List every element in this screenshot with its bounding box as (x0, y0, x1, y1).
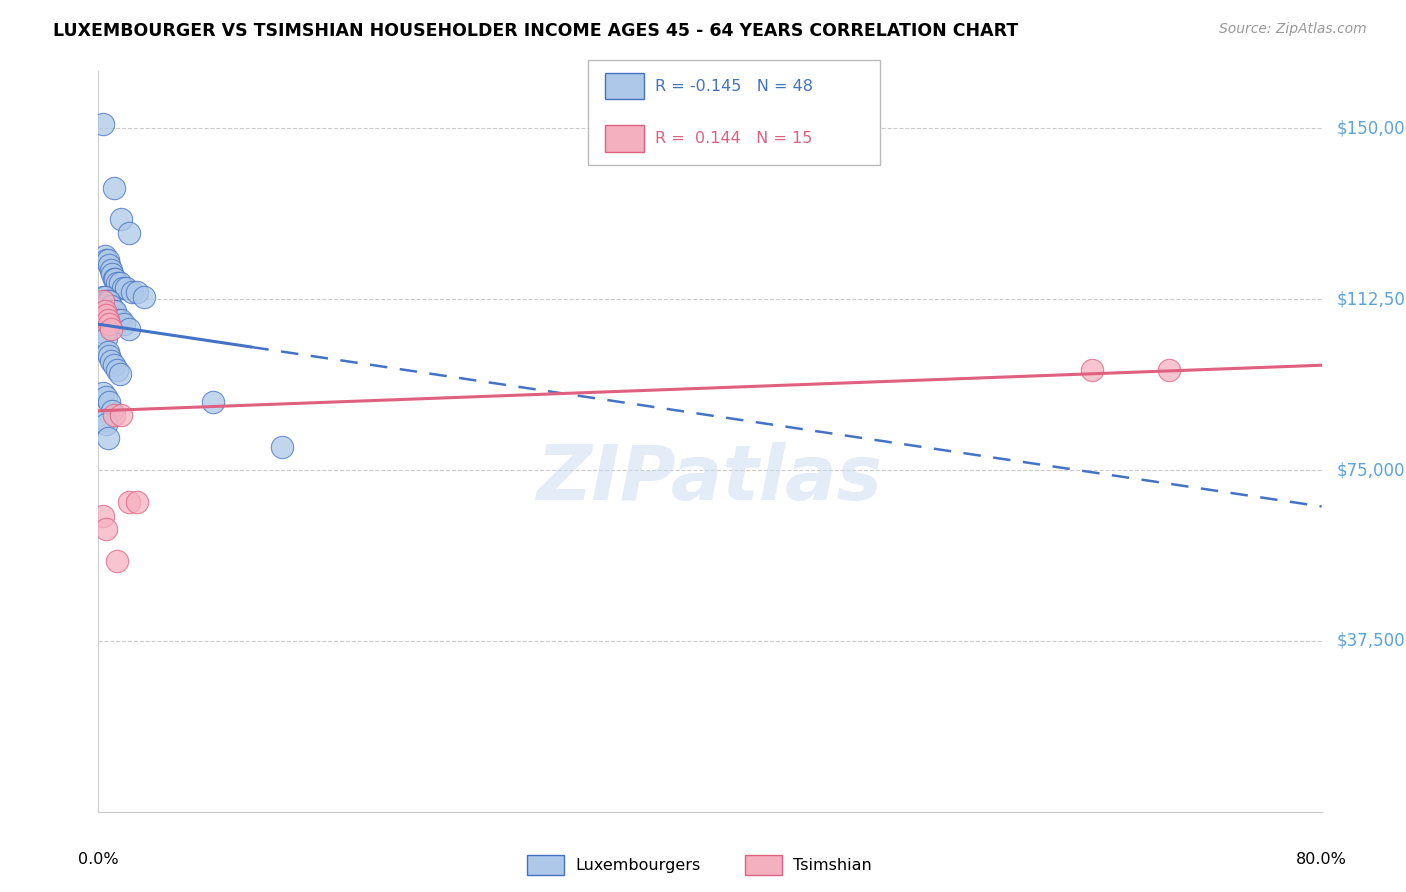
Point (1081, 363, 1104, 377)
Point (94, 417, 117, 432)
Point (100, 262, 122, 277)
Text: 80.0%: 80.0% (1296, 853, 1347, 867)
Point (118, 495, 141, 509)
Text: Tsimshian: Tsimshian (793, 858, 872, 872)
Point (93, 290, 115, 304)
Point (105, 554, 128, 568)
Point (125, 285, 148, 300)
Point (101, 404, 124, 418)
Text: 0.0%: 0.0% (79, 853, 118, 867)
Point (103, 180, 125, 194)
Point (98, 394, 121, 409)
Point (108, 277, 131, 291)
Point (98, 258, 121, 272)
Point (118, 226, 141, 240)
Point (93, 326, 115, 341)
Point (100, 353, 122, 368)
Point (202, 394, 225, 409)
Point (111, 281, 134, 295)
Point (93, 413, 115, 427)
Point (91, 385, 114, 400)
Point (91, 117, 114, 131)
Point (134, 290, 156, 304)
Point (93, 303, 115, 318)
Point (97, 344, 120, 359)
Point (93, 249, 115, 263)
Point (107, 312, 129, 326)
Point (115, 281, 138, 295)
Point (112, 317, 135, 331)
Point (110, 312, 132, 326)
Point (104, 271, 127, 285)
Point (94, 331, 117, 345)
Point (100, 299, 122, 313)
Text: $150,000: $150,000 (1336, 120, 1406, 137)
Point (1157, 363, 1180, 377)
Point (91, 508, 114, 523)
Point (94, 522, 117, 536)
Point (94, 308, 117, 322)
Point (97, 294, 120, 309)
Point (103, 358, 125, 372)
Point (108, 368, 131, 382)
Point (101, 303, 124, 318)
Text: $112,500: $112,500 (1336, 290, 1406, 308)
Text: $75,000: $75,000 (1336, 461, 1405, 479)
Point (98, 317, 121, 331)
Text: ZIPatlas: ZIPatlas (537, 442, 883, 516)
Point (103, 303, 125, 318)
Text: Luxembourgers: Luxembourgers (575, 858, 700, 872)
Point (105, 363, 128, 377)
Text: R =  0.144   N = 15: R = 0.144 N = 15 (655, 131, 813, 146)
Point (103, 409, 125, 423)
Point (103, 271, 125, 285)
Point (98, 349, 121, 363)
Text: $37,500: $37,500 (1336, 632, 1405, 650)
Text: LUXEMBOURGER VS TSIMSHIAN HOUSEHOLDER INCOME AGES 45 - 64 YEARS CORRELATION CHAR: LUXEMBOURGER VS TSIMSHIAN HOUSEHOLDER IN… (53, 22, 1019, 40)
Point (91, 294, 114, 309)
Point (94, 253, 117, 268)
Point (98, 294, 121, 309)
Point (97, 312, 120, 326)
Point (118, 322, 141, 336)
Point (97, 253, 120, 268)
Point (125, 495, 148, 509)
Point (97, 431, 120, 445)
Point (104, 303, 127, 318)
Point (100, 322, 122, 336)
Text: R = -0.145   N = 48: R = -0.145 N = 48 (655, 78, 813, 94)
Text: Source: ZipAtlas.com: Source: ZipAtlas.com (1219, 22, 1367, 37)
Point (121, 285, 143, 300)
Point (91, 290, 114, 304)
Point (110, 409, 132, 423)
Point (110, 212, 132, 227)
Point (105, 277, 128, 291)
Point (94, 294, 117, 309)
Point (270, 440, 294, 454)
Point (101, 267, 124, 281)
Point (94, 390, 117, 404)
